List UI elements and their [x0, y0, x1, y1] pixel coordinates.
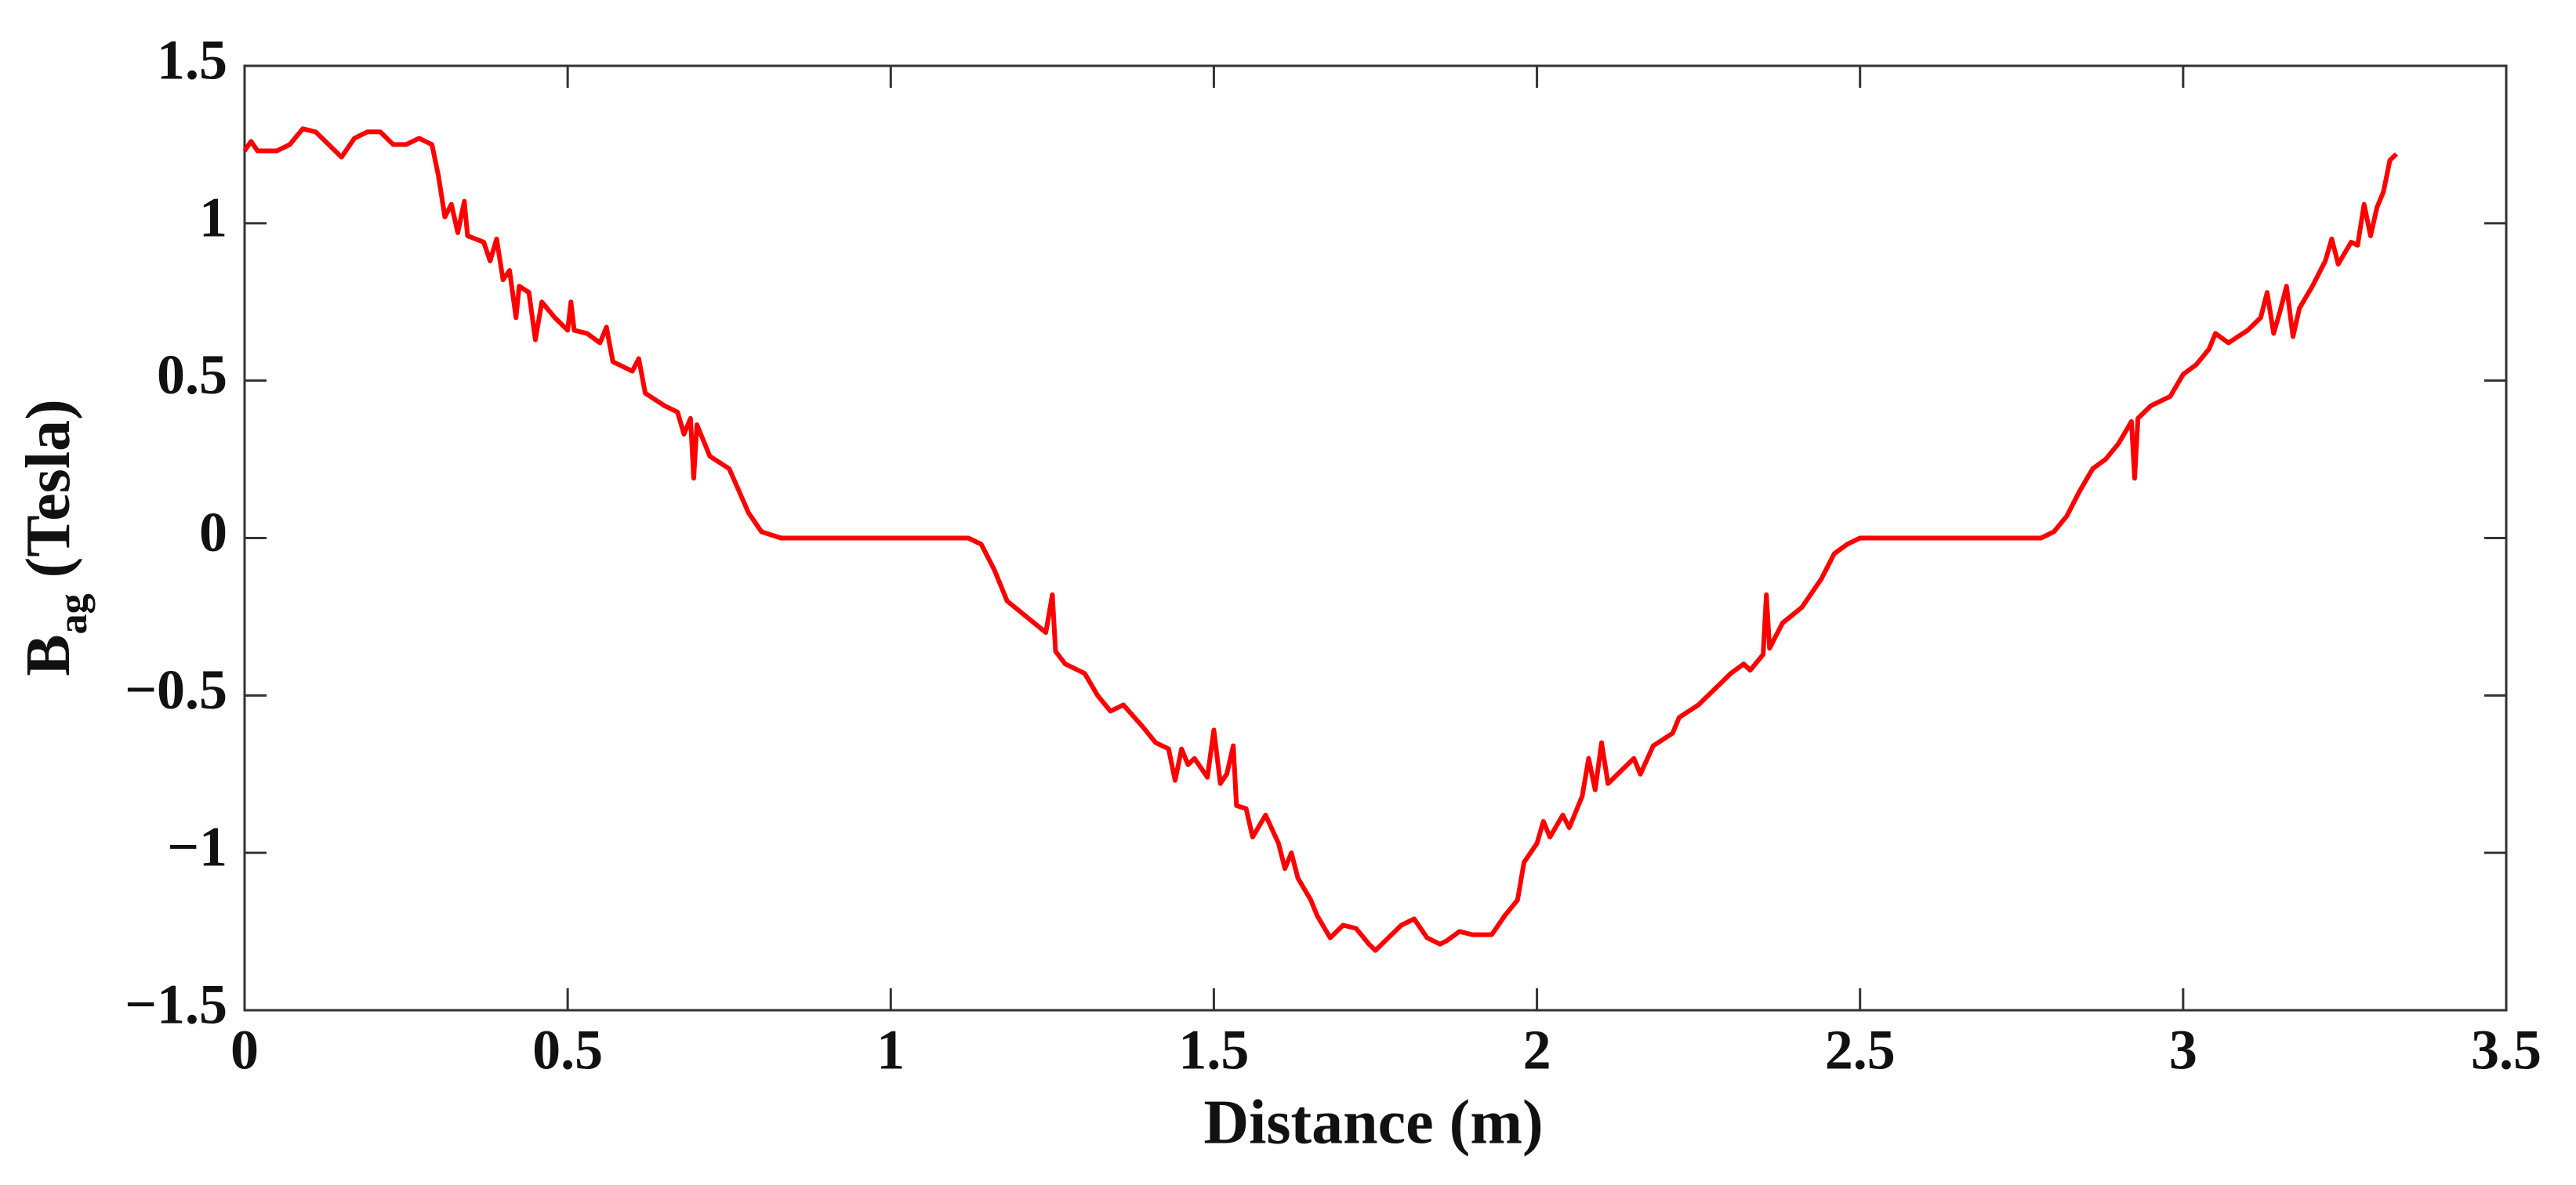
x-axis-label: Distance (m): [1203, 1088, 1543, 1157]
y-tick-label: −1: [167, 816, 227, 879]
y-tick-label: −1.5: [125, 973, 227, 1036]
y-tick-label: 0.5: [157, 343, 227, 406]
x-tick-label: 2: [1523, 1019, 1551, 1082]
y-label-unit: (Tesla): [14, 399, 83, 578]
data-line: [242, 126, 2398, 953]
y-label-main: B: [14, 634, 83, 676]
y-tick-label: 1.5: [157, 29, 227, 92]
y-tick-label: 0: [199, 501, 227, 564]
x-tick-label: 1.5: [1178, 1019, 1249, 1082]
y-axis-label: Bag (Tesla): [14, 399, 96, 676]
plot-frame: [243, 64, 2508, 1012]
x-tick-label: 3: [2169, 1019, 2197, 1082]
y-tick-label: −0.5: [125, 658, 227, 721]
x-tick-label: 2.5: [1825, 1019, 1896, 1082]
x-tick-label: 0.5: [532, 1019, 603, 1082]
y-label-sub: ag: [51, 593, 96, 634]
x-tick-label: 1: [876, 1019, 905, 1082]
y-tick-label: 1: [199, 186, 227, 248]
x-tick-label: 3.5: [2471, 1019, 2542, 1082]
x-tick-label: 0: [230, 1019, 259, 1082]
